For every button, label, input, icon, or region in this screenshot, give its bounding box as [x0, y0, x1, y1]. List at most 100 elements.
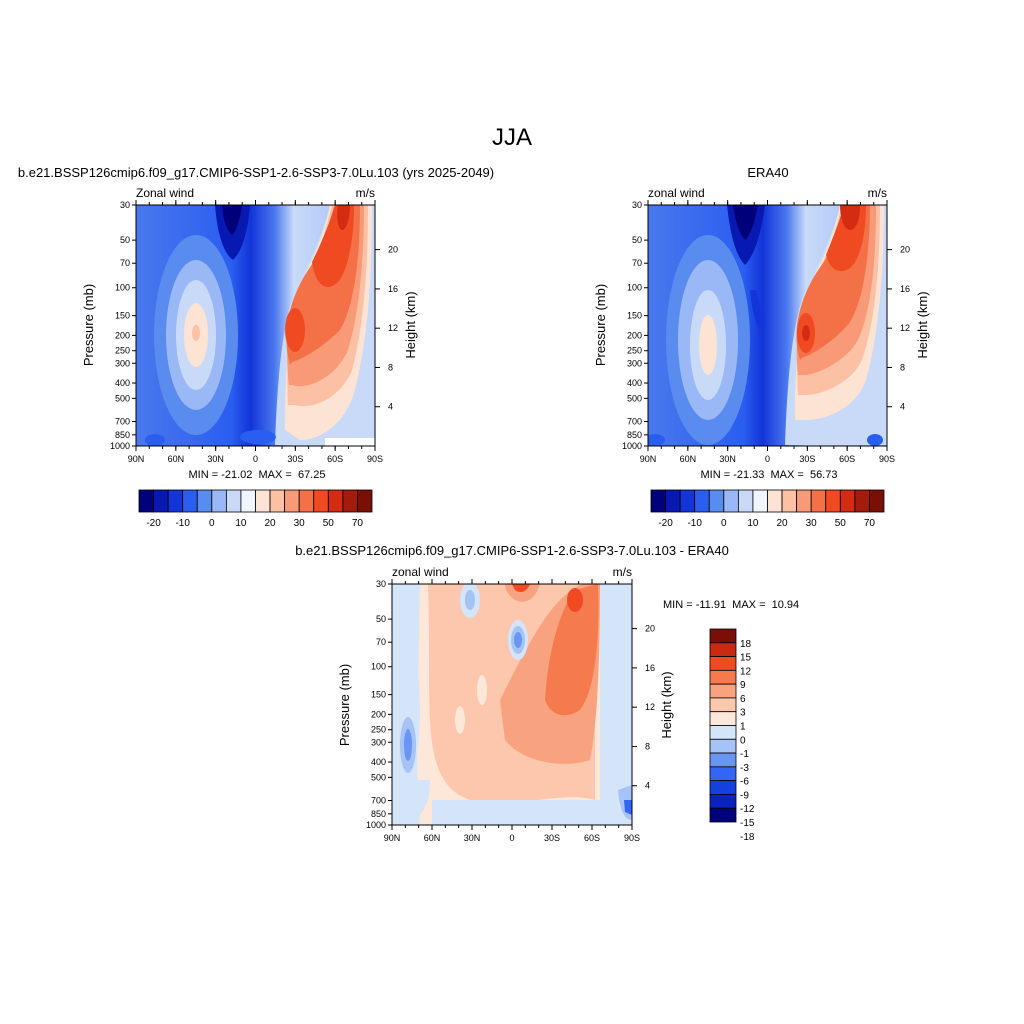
axes: 90N 60N 30N 0 30S 60S 90S 30 50 70 100 150 200 250 300… [110, 200, 398, 464]
y-tick-label: 300 [627, 358, 642, 368]
colorbar-swatch [709, 752, 737, 768]
panel-title: b.e21.BSSP126cmip6.f09_g17.CMIP6-SSP1-2.… [18, 165, 494, 180]
panel-era40: ERA40 zonal wind m/s 90N 60N 30N 0 30S 60S 90 [593, 165, 930, 529]
y2-tick-label: 16 [645, 663, 655, 673]
y2-tick-label: 8 [645, 741, 650, 751]
min-max-stats: MIN = -11.91 MAX = 10.94 [663, 599, 799, 611]
y-tick-label: 400 [371, 757, 386, 767]
colorbar-swatch [225, 489, 242, 513]
colorbar-label: 0 [721, 518, 727, 529]
page-title: JJA [492, 124, 532, 151]
y-tick-label: 700 [627, 416, 642, 426]
min-max-stats: MIN = -21.33 MAX = 56.73 [701, 469, 838, 481]
y-tick-label: 1000 [110, 441, 130, 451]
contour-field [648, 205, 887, 446]
y2-tick-label: 16 [900, 284, 910, 294]
colorbar-swatch [709, 725, 737, 740]
colorbar-label: -15 [740, 818, 755, 829]
colorbar-label: 30 [294, 518, 306, 529]
x-tick-label: 30N [464, 833, 481, 843]
y-tick-label: 850 [115, 430, 130, 440]
y-tick-label: 150 [115, 311, 130, 321]
colorbar: -20 -10 0 10 20 30 50 70 [650, 489, 885, 529]
colorbar-label: 12 [740, 666, 752, 677]
panel-difference: b.e21.BSSP126cmip6.f09_g17.CMIP6-SSP1-2.… [295, 543, 799, 843]
y-tick-label: 50 [120, 235, 130, 245]
colorbar-swatch [752, 489, 768, 513]
units-label: m/s [613, 565, 632, 579]
colorbar-swatch [854, 489, 870, 513]
panel-title: b.e21.BSSP126cmip6.f09_g17.CMIP6-SSP1-2.… [295, 543, 729, 558]
colorbar-label: 30 [806, 518, 818, 529]
colorbar-label: -6 [740, 777, 749, 788]
y-tick-label: 70 [632, 258, 642, 268]
colorbar-swatch [196, 489, 213, 513]
y-tick-label: 200 [371, 709, 386, 719]
colorbar-swatch [167, 489, 184, 513]
colorbar-swatch [342, 489, 358, 513]
y-tick-label: 850 [627, 430, 642, 440]
colorbar-label: -10 [687, 518, 702, 529]
y2-tick-label: 12 [645, 702, 655, 712]
y-tick-label: 700 [115, 416, 130, 426]
y-tick-label: 300 [115, 358, 130, 368]
y-tick-label: 70 [120, 258, 130, 268]
y-tick-label: 30 [120, 200, 130, 210]
colorbar-swatch [709, 807, 737, 823]
y-tick-label: 300 [371, 737, 386, 747]
y2-tick-label: 4 [645, 781, 650, 791]
y2-tick-label: 8 [900, 362, 905, 372]
x-tick-label: 60S [327, 454, 343, 464]
x-tick-label: 90S [879, 454, 895, 464]
colorbar-label: 9 [740, 680, 746, 691]
x-tick-label: 30N [207, 454, 224, 464]
colorbar-swatch [313, 489, 329, 513]
units-label: m/s [868, 186, 887, 200]
colorbar-swatch [709, 628, 737, 644]
colorbar-swatch [298, 489, 315, 513]
y-tick-label: 150 [371, 690, 386, 700]
units-label: m/s [356, 186, 375, 200]
colorbar-swatch [709, 642, 737, 657]
colorbar-swatch [709, 697, 737, 713]
colorbar-label: -12 [740, 804, 755, 815]
colorbar-swatch [327, 489, 344, 513]
colorbar-swatch [767, 489, 783, 513]
colorbar-swatch [839, 489, 856, 513]
colorbar-label: -20 [658, 518, 673, 529]
colorbar-label: 0 [740, 735, 746, 746]
x-tick-label: 90S [624, 833, 640, 843]
colorbar-label: 20 [777, 518, 789, 529]
y2-tick-label: 20 [645, 624, 655, 634]
colorbar-swatch [709, 780, 737, 795]
colorbar-swatch [709, 766, 737, 782]
colorbar-label: 6 [740, 694, 746, 705]
colorbar-swatch [709, 711, 737, 726]
y-tick-label: 500 [371, 772, 386, 782]
y2-tick-label: 20 [900, 245, 910, 255]
colorbar-swatch [869, 489, 885, 513]
x-tick-label: 90S [367, 454, 383, 464]
colorbar-swatch [153, 489, 169, 513]
variable-label: zonal wind [392, 565, 449, 579]
axes: 90N 60N 30N 0 30S 60S 90S 30 50 70 100 150 200 250 300… [366, 579, 655, 843]
y-tick-label: 500 [627, 393, 642, 403]
colorbar-swatch [357, 489, 373, 513]
y2-tick-label: 20 [388, 245, 398, 255]
colorbar-label: -1 [740, 749, 749, 760]
x-tick-label: 90N [128, 454, 145, 464]
y-tick-label: 1000 [366, 820, 386, 830]
colorbar: -20 -10 0 10 20 30 50 70 [138, 489, 373, 529]
y-axis-label: Pressure (mb) [593, 284, 608, 366]
y2-tick-label: 16 [388, 284, 398, 294]
x-tick-label: 0 [765, 454, 770, 464]
y-tick-label: 100 [627, 283, 642, 293]
x-tick-label: 30S [799, 454, 815, 464]
colorbar-swatch [709, 669, 737, 685]
colorbar-swatch [211, 489, 227, 513]
colorbar-swatch [709, 738, 737, 754]
y-tick-label: 500 [115, 393, 130, 403]
colorbar-swatch [284, 489, 300, 513]
y-tick-label: 250 [627, 346, 642, 356]
